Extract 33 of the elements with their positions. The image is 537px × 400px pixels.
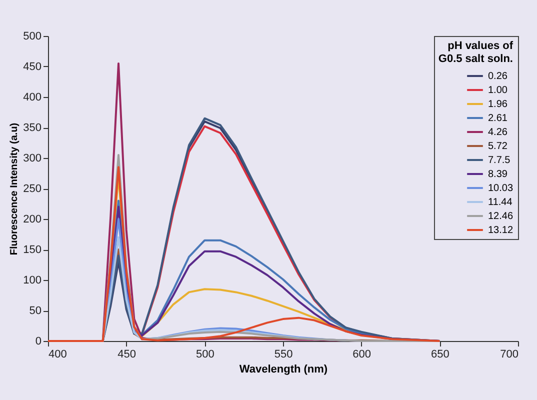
y-tick-label: 150 [23, 244, 42, 256]
legend-label: 2.61 [488, 113, 508, 124]
legend-label: 7.7.5 [488, 155, 511, 166]
y-axis-title: Fluorescence Intensity (a.u) [9, 122, 20, 256]
y-tick-label: 0 [35, 336, 42, 348]
legend-label: 12.46 [488, 211, 514, 222]
y-tick-label: 50 [29, 305, 42, 317]
x-tick-label: 600 [352, 348, 372, 360]
legend-label: 13.12 [488, 225, 514, 236]
legend-label: 1.96 [488, 99, 508, 110]
x-tick-label: 450 [118, 348, 136, 360]
y-tick-label: 200 [23, 214, 42, 226]
legend-label: 0.26 [488, 71, 508, 82]
y-tick-label: 100 [23, 274, 42, 286]
y-tick-label: 250 [23, 183, 42, 195]
legend-label: 4.26 [488, 127, 508, 138]
x-tick-label: 550 [274, 348, 293, 360]
x-tick-label: 700 [500, 348, 518, 360]
legend-label: 11.44 [488, 197, 513, 208]
y-tick-label: 450 [23, 61, 42, 73]
legend-label: 5.72 [488, 141, 508, 152]
x-axis-title: Wavelength (nm) [239, 364, 328, 376]
x-tick-label: 400 [48, 348, 67, 360]
legend-title: pH values of G0.5 salt soln. [438, 40, 514, 65]
x-tick-label: 650 [430, 348, 450, 360]
legend-label: 1.00 [488, 85, 508, 96]
legend-label: 8.39 [488, 169, 508, 180]
y-tick-label: 300 [23, 152, 42, 164]
y-tick-label: 350 [23, 122, 42, 134]
y-tick-label: 500 [23, 30, 42, 42]
legend-label: 10.03 [488, 183, 514, 194]
y-tick-label: 400 [23, 92, 42, 104]
x-tick-label: 500 [196, 348, 214, 360]
